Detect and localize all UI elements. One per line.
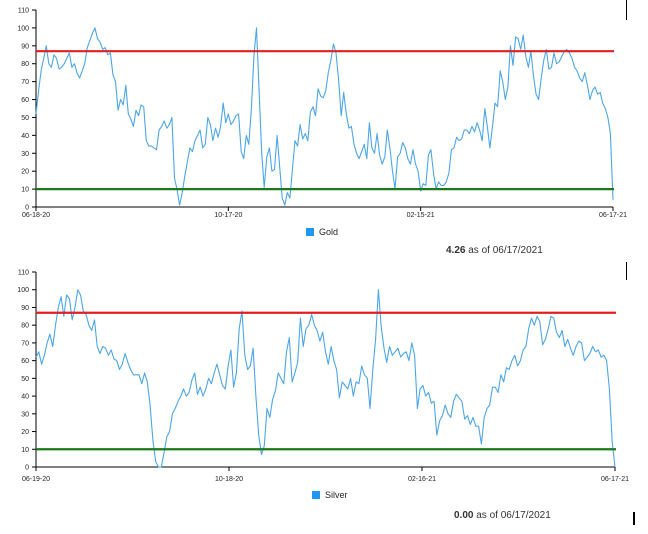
gold-legend[interactable]: Gold	[306, 227, 338, 237]
gold-y-tick-label: 30	[21, 151, 29, 158]
text-cursor	[633, 512, 635, 525]
gold-series-line	[35, 27, 614, 206]
silver-x-tick-label: 02-16-21	[408, 476, 436, 483]
silver-x-tick-label: 06-19-20	[22, 476, 50, 483]
silver-as-of: as of 06/17/2021	[476, 510, 551, 521]
silver-y-tick-label: 110	[18, 270, 29, 277]
gold-y-tick-label: 10	[21, 187, 29, 194]
frame-edge	[626, 0, 627, 20]
gold-y-tick-label: 80	[21, 61, 29, 68]
gold-legend-label: Gold	[319, 227, 339, 237]
silver-x-tick-label: 10-18-20	[215, 476, 243, 483]
gold-x-tick-label: 06-17-21	[599, 212, 627, 219]
silver-y-tick-label: 30	[21, 411, 29, 418]
silver-y-tick-label: 90	[21, 305, 29, 312]
gold-as-of: as of 06/17/2021	[468, 245, 543, 256]
gold-x-tick-label: 02-15-21	[407, 212, 435, 219]
gold-value: 4.26	[446, 245, 466, 256]
silver-y-tick-label: 60	[21, 358, 29, 365]
gold-y-tick-label: 100	[17, 25, 29, 32]
silver-legend[interactable]: Silver	[312, 490, 348, 500]
gold-y-tick-label: 0	[25, 205, 29, 212]
gold-y-tick-label: 40	[21, 133, 29, 140]
silver-value: 0.00	[454, 510, 474, 521]
gold-x-tick-label: 06-18-20	[22, 212, 50, 219]
silver-y-tick-label: 50	[21, 376, 29, 383]
silver-legend-swatch	[312, 491, 320, 499]
silver-y-tick-label: 70	[21, 340, 29, 347]
silver-y-tick-label: 20	[21, 429, 29, 436]
gold-legend-swatch	[306, 228, 314, 236]
gold-y-tick-label: 70	[21, 79, 29, 86]
gold-y-tick-label: 90	[21, 43, 29, 50]
silver-reading: 0.00 as of 06/17/2021	[454, 510, 551, 521]
gold-y-tick-label: 20	[21, 169, 29, 176]
silver-x-tick-label: 06-17-21	[601, 476, 629, 483]
gold-chart: 0 10 20 30 40 50 60 70 80 90 100 110 06-18-20 10-17-2…	[17, 8, 627, 220]
gold-y-tick-label: 50	[21, 115, 29, 122]
gold-reading: 4.26 as of 06/17/2021	[446, 245, 543, 256]
silver-series-line	[35, 289, 616, 468]
silver-y-tick-label: 40	[21, 394, 29, 401]
frame-edge	[626, 262, 627, 280]
gold-y-tick-label: 60	[21, 97, 29, 104]
gold-y-tick-label: 110	[18, 8, 29, 15]
gold-x-tick-label: 10-17-20	[214, 212, 242, 219]
silver-y-tick-label: 100	[17, 287, 29, 294]
silver-legend-label: Silver	[325, 490, 348, 500]
silver-y-tick-label: 80	[21, 323, 29, 330]
silver-y-tick-label: 0	[25, 465, 29, 472]
silver-y-tick-label: 10	[21, 447, 29, 454]
